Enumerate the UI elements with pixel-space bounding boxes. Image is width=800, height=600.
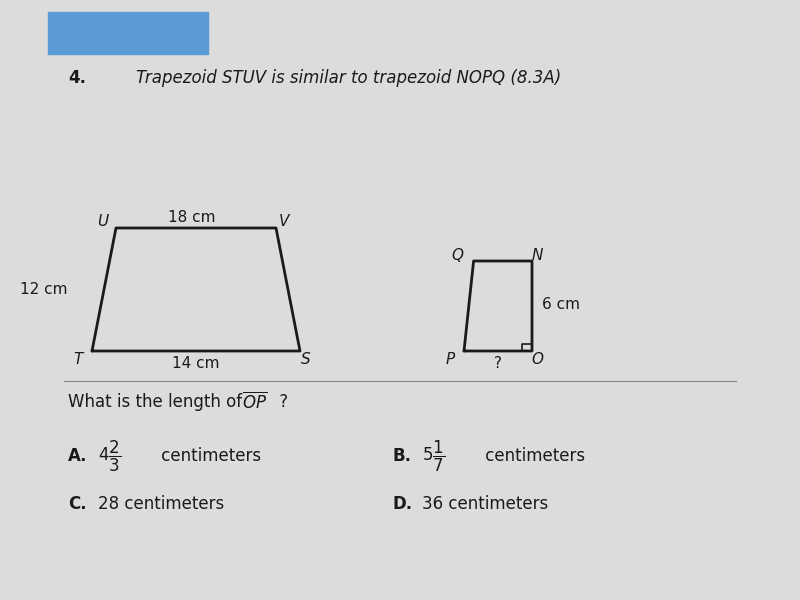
Text: 6 cm: 6 cm: [542, 297, 581, 312]
Text: C.: C.: [68, 495, 86, 513]
Text: A.: A.: [68, 447, 87, 465]
Bar: [48, 12, 208, 54]
Text: B.: B.: [392, 447, 411, 465]
Text: 36 centimeters: 36 centimeters: [422, 495, 549, 513]
Text: 18 cm: 18 cm: [168, 209, 216, 224]
Text: S: S: [301, 352, 310, 367]
Text: centimeters: centimeters: [480, 447, 585, 465]
Text: 12 cm: 12 cm: [21, 281, 68, 296]
Text: centimeters: centimeters: [156, 447, 261, 465]
Text: $4\dfrac{2}{3}$: $4\dfrac{2}{3}$: [98, 439, 122, 473]
Text: Q: Q: [451, 247, 464, 263]
Text: O: O: [532, 352, 544, 367]
Text: What is the length of: What is the length of: [68, 393, 247, 411]
Text: 28 centimeters: 28 centimeters: [98, 495, 225, 513]
Text: Trapezoid STUV is similar to trapezoid NOPQ (8.3A): Trapezoid STUV is similar to trapezoid N…: [136, 69, 562, 87]
Text: ?: ?: [494, 355, 502, 370]
Text: N: N: [532, 247, 543, 263]
Text: 14 cm: 14 cm: [172, 355, 220, 370]
Text: U: U: [97, 214, 108, 229]
Text: $5\dfrac{1}{7}$: $5\dfrac{1}{7}$: [422, 439, 446, 473]
Text: 4.: 4.: [68, 69, 86, 87]
Text: T: T: [74, 352, 83, 367]
Text: ?: ?: [274, 393, 289, 411]
Text: $\overline{OP}$: $\overline{OP}$: [242, 392, 267, 412]
Text: V: V: [279, 214, 289, 229]
Text: P: P: [446, 352, 455, 367]
Text: D.: D.: [392, 495, 412, 513]
